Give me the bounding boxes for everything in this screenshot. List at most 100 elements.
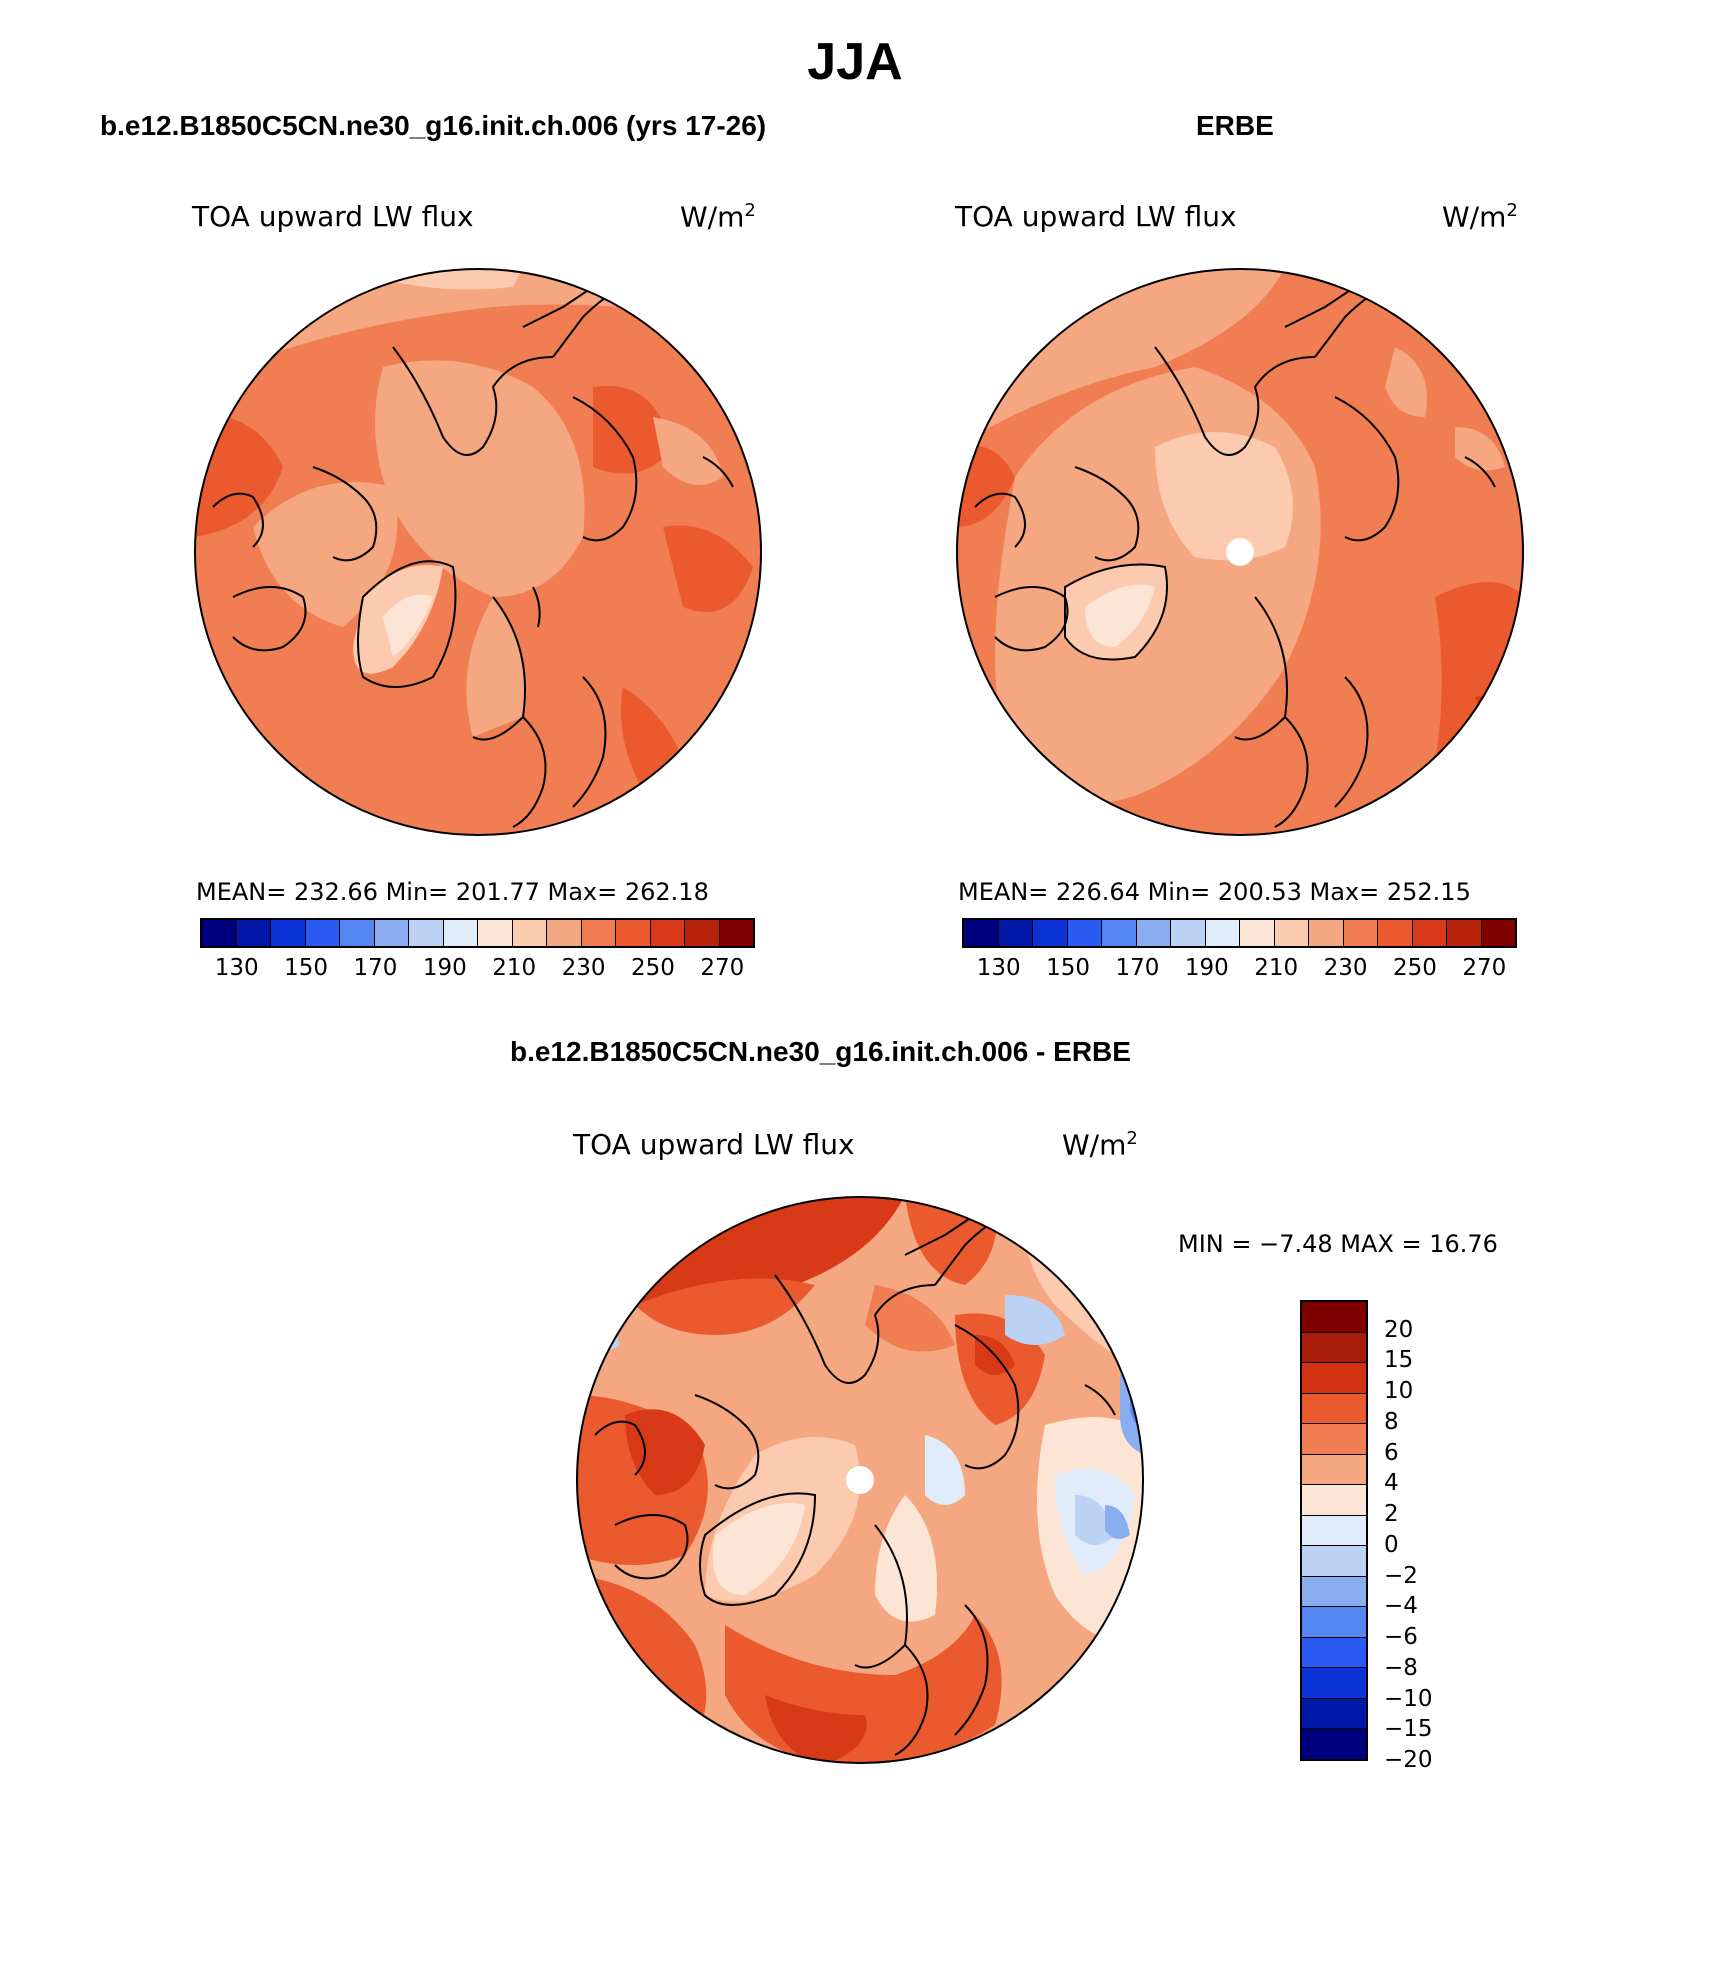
panel2-colorbar-swatch xyxy=(1102,920,1137,946)
panel3-colorbar-swatch xyxy=(1302,1424,1366,1455)
panel1-colorbar-swatch xyxy=(512,920,547,946)
panel1-colorbar-ticks: 130 150 170 190 210 230 250 270 xyxy=(200,955,755,985)
panel2-colorbar-swatch xyxy=(1343,920,1378,946)
panel2-variable-label: TOA upward LW flux xyxy=(955,200,1237,233)
panel2-colorbar-tick-label: 170 xyxy=(1115,955,1160,981)
panel1-units: W/m2 xyxy=(680,200,756,234)
panel3-colorbar-tick-label: −8 xyxy=(1384,1654,1418,1681)
panel1-colorbar-tick-label: 230 xyxy=(561,955,606,981)
panel3-colorbar-swatch xyxy=(1302,1393,1366,1425)
panel3-units: W/m2 xyxy=(1062,1128,1138,1162)
panel1-colorbar-swatch xyxy=(581,920,616,946)
panel1-colorbar-swatch xyxy=(443,920,478,946)
panel3-colorbar-tick-label: 10 xyxy=(1384,1378,1414,1405)
panel3-colorbar-tick-label: −10 xyxy=(1384,1685,1433,1712)
panel1-colorbar-swatch xyxy=(374,920,409,946)
panel3-colorbar-tick-label: 0 xyxy=(1384,1531,1399,1558)
panel2-colorbar-tick-label: 190 xyxy=(1184,955,1229,981)
panel2-colorbar-swatch xyxy=(1240,920,1275,946)
panel3-colorbar-swatch xyxy=(1302,1729,1366,1759)
panel2-colorbar-swatch xyxy=(1033,920,1068,946)
panel3-colorbar-tick-label: 4 xyxy=(1384,1470,1399,1497)
panel2-colorbar xyxy=(962,918,1517,948)
panel3-colorbar-swatch xyxy=(1302,1363,1366,1394)
panel3-polar-map xyxy=(576,1196,1144,1764)
panel3-colorbar-tick-label: −6 xyxy=(1384,1624,1418,1651)
panel3-colorbar-swatch xyxy=(1302,1485,1366,1516)
panel3-colorbar-swatch xyxy=(1302,1668,1366,1699)
panel1-colorbar-tick-label: 250 xyxy=(630,955,675,981)
panel3-subtitle: b.e12.B1850C5CN.ne30_g16.init.ch.006 - E… xyxy=(510,1036,1131,1067)
panel3-min-max: MIN = −7.48 MAX = 16.76 xyxy=(1178,1230,1498,1258)
panel3-colorbar-tick-label: 8 xyxy=(1384,1408,1399,1435)
panel3-colorbar xyxy=(1300,1300,1368,1761)
panel1-colorbar-swatch xyxy=(236,920,271,946)
panel3-colorbar-tick-label: −4 xyxy=(1384,1593,1418,1620)
panel2-colorbar-tick-label: 130 xyxy=(976,955,1021,981)
panel2-colorbar-swatch xyxy=(1205,920,1240,946)
panel3-colorbar-tick-label: −2 xyxy=(1384,1562,1418,1589)
panel2-stats: MEAN= 226.64 Min= 200.53 Max= 252.15 xyxy=(958,878,1471,906)
panel2-colorbar-swatch xyxy=(1067,920,1102,946)
panel1-colorbar-swatch xyxy=(202,920,237,946)
panel3-colorbar-swatch xyxy=(1302,1546,1366,1577)
panel2-colorbar-swatch xyxy=(1447,920,1482,946)
figure-title: JJA xyxy=(807,33,903,91)
panel2-colorbar-ticks: 130 150 170 190 210 230 250 270 xyxy=(962,955,1517,985)
panel1-colorbar-tick-label: 270 xyxy=(700,955,745,981)
panel2-colorbar-swatch xyxy=(998,920,1033,946)
panel1-colorbar-swatch xyxy=(340,920,375,946)
panel3-colorbar-tick-label: 2 xyxy=(1384,1501,1399,1528)
panel2-colorbar-tick-label: 270 xyxy=(1462,955,1507,981)
panel3-colorbar-swatch xyxy=(1302,1302,1366,1333)
panel3-colorbar-swatch xyxy=(1302,1637,1366,1669)
panel1-colorbar-tick-label: 130 xyxy=(214,955,259,981)
panel1-colorbar xyxy=(200,918,755,948)
panel2-colorbar-swatch xyxy=(1136,920,1171,946)
panel1-colorbar-tick-label: 190 xyxy=(422,955,467,981)
panel1-stats: MEAN= 232.66 Min= 201.77 Max= 262.18 xyxy=(196,878,709,906)
panel3-colorbar-tick-label: 20 xyxy=(1384,1316,1414,1343)
panel3-colorbar-tick-label: −15 xyxy=(1384,1716,1433,1743)
panel2-colorbar-tick-label: 210 xyxy=(1254,955,1299,981)
panel3-colorbar-swatch xyxy=(1302,1515,1366,1547)
panel1-colorbar-swatch xyxy=(719,920,753,946)
panel3-variable-label: TOA upward LW flux xyxy=(573,1128,855,1161)
panel1-colorbar-swatch xyxy=(271,920,306,946)
panel3-colorbar-swatch xyxy=(1302,1576,1366,1608)
panel2-colorbar-tick-label: 230 xyxy=(1323,955,1368,981)
panel3-colorbar-swatch xyxy=(1302,1454,1366,1486)
panel2-colorbar-swatch xyxy=(1378,920,1413,946)
panel2-subtitle: ERBE xyxy=(1196,110,1274,141)
panel2-colorbar-tick-label: 250 xyxy=(1392,955,1437,981)
panel1-subtitle: b.e12.B1850C5CN.ne30_g16.init.ch.006 (yr… xyxy=(100,110,767,141)
panel2-colorbar-swatch xyxy=(1412,920,1447,946)
panel1-colorbar-tick-label: 170 xyxy=(353,955,398,981)
panel2-colorbar-swatch xyxy=(964,920,999,946)
panel1-polar-map xyxy=(194,268,762,836)
panel3-colorbar-swatch xyxy=(1302,1332,1366,1364)
panel1-colorbar-swatch xyxy=(547,920,582,946)
panel1-colorbar-swatch xyxy=(305,920,340,946)
panel2-polar-map xyxy=(956,268,1524,836)
panel1-colorbar-tick-label: 150 xyxy=(284,955,328,981)
panel3-colorbar-ticks: 20 15 10 8 6 4 2 0 −2 −4 −6 −8 −10 −15 −20 xyxy=(1384,1300,1474,1773)
panel2-colorbar-tick-label: 150 xyxy=(1046,955,1090,981)
panel1-colorbar-swatch xyxy=(685,920,720,946)
panel1-colorbar-swatch xyxy=(478,920,513,946)
panel2-units: W/m2 xyxy=(1442,200,1518,234)
panel2-colorbar-swatch xyxy=(1171,920,1206,946)
panel1-colorbar-swatch xyxy=(650,920,685,946)
panel2-colorbar-swatch xyxy=(1309,920,1344,946)
panel1-colorbar-swatch xyxy=(409,920,444,946)
panel1-variable-label: TOA upward LW flux xyxy=(192,200,474,233)
panel3-colorbar-swatch xyxy=(1302,1698,1366,1730)
panel2-colorbar-swatch xyxy=(1481,920,1515,946)
panel3-colorbar-tick-label: 15 xyxy=(1384,1347,1414,1374)
panel3-colorbar-tick-label: −20 xyxy=(1384,1747,1433,1773)
panel3-colorbar-tick-label: 6 xyxy=(1384,1439,1399,1466)
panel1-colorbar-tick-label: 210 xyxy=(492,955,537,981)
panel3-colorbar-swatch xyxy=(1302,1607,1366,1638)
panel2-colorbar-swatch xyxy=(1274,920,1309,946)
panel1-colorbar-swatch xyxy=(616,920,651,946)
